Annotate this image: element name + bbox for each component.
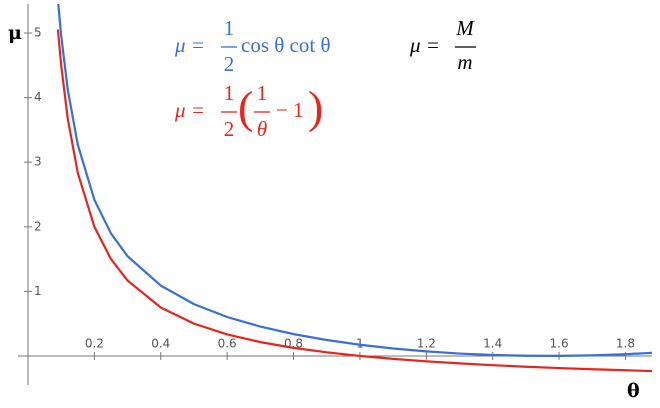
formula-den: 2 (224, 117, 235, 141)
formula: μ = 1 2 ( 1 θ − 1 ) (174, 81, 323, 141)
formula-num: 1 (257, 81, 268, 105)
formula-paren: ) (308, 82, 323, 133)
x-tick-label: 0.2 (85, 336, 104, 350)
formula-num: 1 (224, 16, 235, 40)
formula: μ = M m (409, 16, 476, 74)
y-axis-label: μ (8, 22, 22, 44)
y-tick-label: 1 (34, 284, 42, 298)
formula-den: 2 (224, 52, 235, 76)
plot-area (56, 4, 653, 373)
y-tick-label: 2 (34, 219, 42, 233)
formula-num: 1 (224, 81, 235, 105)
x-tick-label: 0.6 (218, 336, 237, 350)
y-tick-label: 5 (34, 26, 42, 40)
formula-lhs: μ = (174, 33, 205, 57)
line-series (56, 29, 653, 373)
formula-lhs: μ = (409, 33, 440, 57)
x-tick-label: 1.6 (550, 336, 569, 350)
formula-lhs: μ = (174, 98, 205, 122)
formula-num: M (455, 16, 475, 40)
x-tick-label: 1.4 (483, 336, 502, 350)
formula-rest: cos θ cot θ (241, 33, 331, 57)
y-tick-label: 3 (34, 155, 42, 169)
x-tick-label: 1.8 (616, 336, 635, 350)
formula-den: θ (257, 117, 267, 141)
formula-rest: − 1 (276, 98, 304, 122)
formula: μ = 1 2 cos θ cot θ (174, 16, 331, 76)
line-series (57, 4, 653, 358)
formula-paren: ( (238, 82, 253, 133)
x-axis-label: θ (627, 380, 640, 402)
formula-den: m (457, 50, 472, 74)
x-tick-label: 0.4 (151, 336, 170, 350)
x-tick-label: 1 (356, 336, 364, 350)
x-tick-label: 1.2 (417, 336, 436, 350)
y-tick-label: 4 (34, 90, 42, 104)
